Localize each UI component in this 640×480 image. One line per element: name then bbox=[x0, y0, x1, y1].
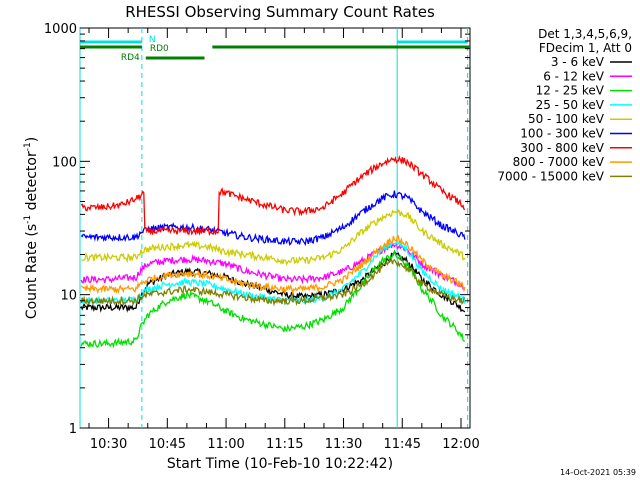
y-tick-label-10: 10 bbox=[60, 289, 77, 304]
legend-label-6: 100 - 300 keV bbox=[520, 127, 604, 141]
legend-label-2: 6 - 12 keV bbox=[543, 69, 605, 83]
x-axis: 10:30 10:45 11:00 11:15 11:30 11:45 12:00 bbox=[88, 28, 480, 452]
x-tick-label-1145: 11:45 bbox=[384, 437, 421, 452]
plot-frame bbox=[79, 27, 471, 429]
x-tick-label-1045: 10:45 bbox=[149, 437, 186, 452]
timestamp: 14-Oct-2021 05:39 bbox=[560, 468, 636, 477]
y-axis-label-sup2: -1 bbox=[23, 142, 33, 151]
series-line-800-7000-kev bbox=[80, 235, 466, 295]
x-tick-label-1100: 11:00 bbox=[207, 437, 244, 452]
legend-label-5: 50 - 100 keV bbox=[528, 112, 605, 126]
flag-label-n: N bbox=[149, 35, 156, 45]
y-axis-label: Count Rate (s-1 detector-1) bbox=[23, 137, 40, 319]
legend-header-line-2: FDecim 1, Att 0 bbox=[539, 41, 632, 55]
y-axis-label-sup1: -1 bbox=[23, 215, 33, 224]
y-axis-label-post: ) bbox=[24, 137, 40, 142]
x-tick-label-1030: 10:30 bbox=[90, 437, 127, 452]
series-line-300-800-kev bbox=[80, 155, 466, 237]
legend-label-3: 12 - 25 keV bbox=[536, 84, 605, 98]
y-axis-label-pre: Count Rate (s bbox=[24, 224, 40, 319]
x-tick-label-1115: 11:15 bbox=[266, 437, 303, 452]
x-tick-label-1200: 12:00 bbox=[442, 437, 479, 452]
legend-label-8: 800 - 7000 keV bbox=[513, 155, 605, 169]
series-line-25-50-kev bbox=[80, 238, 466, 306]
legend: Det 1,3,4,5,6,9, FDecim 1, Att 0 3 - 6 k… bbox=[497, 27, 632, 183]
time-markers bbox=[79, 28, 469, 428]
legend-label-4: 25 - 50 keV bbox=[536, 98, 605, 112]
y-tick-label-100: 100 bbox=[52, 155, 77, 170]
series-line-7000-15000-kev bbox=[80, 259, 466, 307]
y-tick-label-1: 1 bbox=[69, 422, 77, 437]
x-tick-label-1130: 11:30 bbox=[325, 437, 362, 452]
series-line-50-100-kev bbox=[81, 209, 466, 266]
series-line-12-25-kev bbox=[80, 249, 465, 349]
chart-title: RHESSI Observing Summary Count Rates bbox=[125, 3, 435, 21]
legend-label-9: 7000 - 15000 keV bbox=[497, 169, 604, 183]
y-axis-label-mid: detector bbox=[24, 151, 40, 215]
flag-label-rd4: RD4 bbox=[121, 53, 140, 63]
x-axis-label: Start Time (10-Feb-10 10:22:42) bbox=[167, 456, 393, 472]
series-lines bbox=[80, 155, 466, 349]
legend-label-7: 300 - 800 keV bbox=[520, 141, 604, 155]
y-axis: 1 10 100 1000 bbox=[44, 22, 470, 437]
legend-label-1: 3 - 6 keV bbox=[551, 55, 605, 69]
flag-label-rd0: RD0 bbox=[150, 44, 169, 54]
series-line-6-12-kev bbox=[80, 241, 466, 291]
y-tick-label-1000: 1000 bbox=[44, 22, 77, 37]
series-line-3-6-kev bbox=[80, 249, 466, 313]
legend-header-line-1: Det 1,3,4,5,6,9, bbox=[538, 27, 632, 41]
